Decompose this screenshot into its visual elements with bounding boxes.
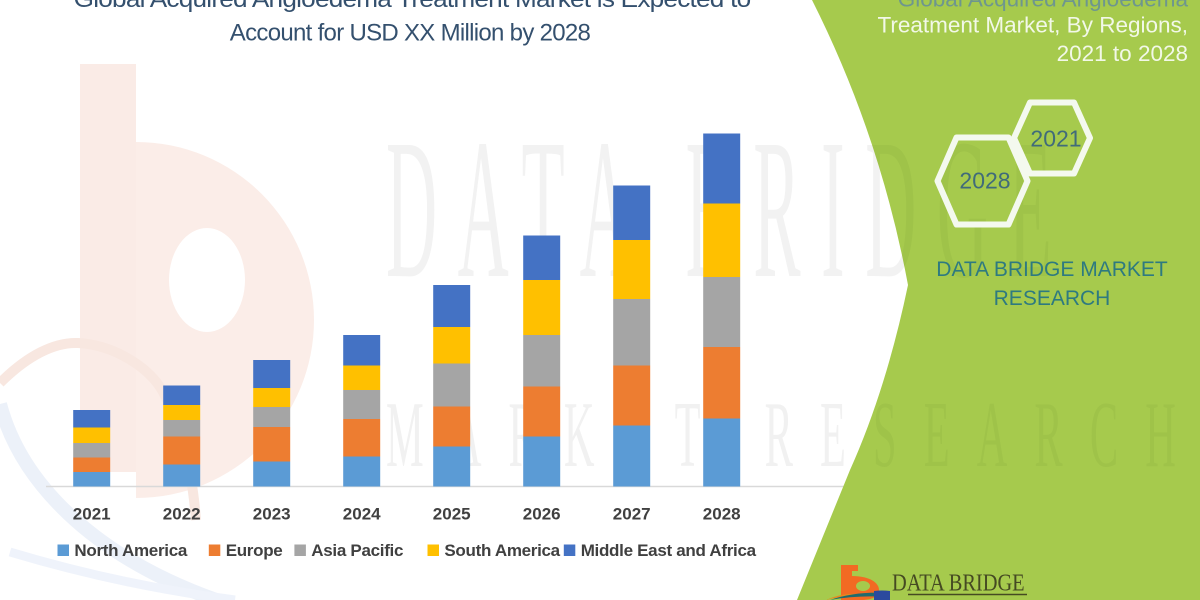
- svg-text:2025: 2025: [433, 505, 471, 524]
- svg-text:2022: 2022: [163, 505, 201, 524]
- svg-text:2021: 2021: [1030, 126, 1081, 152]
- svg-text:North America: North America: [74, 541, 187, 560]
- svg-text:Global Acquired Angioedema: Global Acquired Angioedema: [898, 0, 1189, 12]
- svg-text:Europe: Europe: [226, 541, 283, 560]
- svg-text:2028: 2028: [959, 168, 1010, 194]
- svg-text:Account for USD XX Million by: Account for USD XX Million by 2028: [230, 20, 591, 47]
- svg-text:DATA BRIDGE MARKET: DATA BRIDGE MARKET: [936, 258, 1168, 281]
- svg-text:2024: 2024: [343, 505, 381, 524]
- svg-text:Middle East and Africa: Middle East and Africa: [581, 541, 757, 560]
- svg-text:South America: South America: [444, 541, 560, 560]
- svg-text:Treatment Market, By Regions,: Treatment Market, By Regions,: [877, 13, 1188, 38]
- svg-text:MARKET RESEARCH: MARKET RESEARCH: [865, 598, 1055, 600]
- svg-text:2028: 2028: [703, 505, 741, 524]
- svg-text:2021 to 2028: 2021 to 2028: [1057, 41, 1188, 66]
- svg-text:Asia Pacific: Asia Pacific: [311, 541, 403, 560]
- svg-text:DATA BRIDGE: DATA BRIDGE: [892, 569, 1025, 596]
- svg-text:2026: 2026: [523, 505, 561, 524]
- svg-text:2023: 2023: [253, 505, 291, 524]
- svg-text:RESEARCH: RESEARCH: [994, 287, 1111, 310]
- svg-text:2021: 2021: [73, 505, 111, 524]
- svg-text:2027: 2027: [613, 505, 651, 524]
- svg-text:Global Acquired Angioedema Tre: Global Acquired Angioedema Treatment Mar…: [74, 0, 751, 13]
